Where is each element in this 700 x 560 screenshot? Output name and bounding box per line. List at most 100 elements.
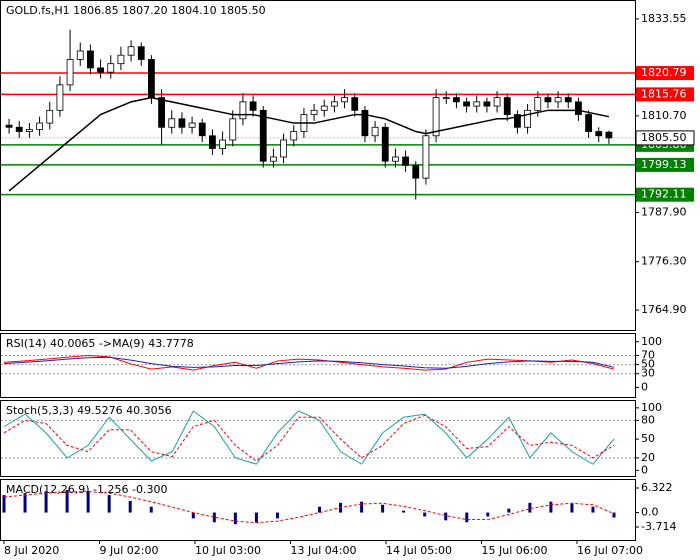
macd-bar	[549, 501, 553, 513]
candle-body	[148, 59, 155, 99]
x-tick-label: 10 Jul 03:00	[195, 544, 261, 557]
candle-body	[422, 135, 430, 179]
y-tick-label: 0	[641, 463, 648, 476]
x-tick-label: 14 Jul 05:00	[386, 544, 452, 557]
level-label-box	[636, 87, 694, 102]
candle-body	[127, 46, 135, 56]
last-price-box	[635, 130, 695, 146]
x-tick-label: 16 Jul 07:00	[577, 544, 643, 557]
macd-bar	[2, 495, 6, 513]
macd-bar	[275, 512, 279, 519]
candle-body	[26, 129, 33, 132]
candle-body	[554, 97, 562, 103]
y-tick-label: 0	[641, 380, 648, 393]
macd-bar	[212, 512, 216, 523]
indicator-line	[3, 414, 615, 462]
candle-body	[493, 97, 501, 107]
candle-body	[15, 126, 23, 132]
candle-body	[564, 97, 572, 103]
candle-body	[544, 97, 552, 103]
macd-bar	[318, 506, 322, 513]
candle-body	[188, 122, 196, 128]
candle-body	[605, 131, 613, 139]
main-panel	[0, 0, 636, 331]
macd-bar	[44, 491, 48, 513]
candle-body	[453, 97, 460, 103]
candle-body	[229, 118, 237, 141]
candle-body	[87, 50, 94, 69]
candle-body	[341, 97, 348, 103]
panel-title: RSI(14) 40.0065 ->MA(9) 43.7778	[6, 337, 194, 350]
candle-body	[361, 109, 369, 137]
candle-body	[66, 59, 74, 86]
macd-bar	[128, 500, 132, 513]
macd-panel	[0, 479, 636, 541]
macd-bar	[23, 493, 27, 513]
level-label: 1815.76	[641, 87, 687, 100]
y-tick-label: 1787.90	[641, 206, 687, 219]
y-tick-label: 70	[641, 348, 655, 361]
y-tick-label: 0.0	[641, 506, 659, 519]
candle-body	[198, 122, 206, 137]
level-label: 1792.11	[641, 188, 687, 201]
y-tick-label: 30	[641, 367, 655, 380]
x-tick-label: 8 Jul 2020	[4, 544, 59, 557]
candle-body	[209, 135, 216, 149]
indicator-line	[3, 410, 615, 465]
macd-bar	[107, 495, 111, 513]
candle-body	[158, 97, 165, 128]
x-tick-label: 15 Jul 06:00	[482, 544, 548, 557]
y-tick-label: 80	[641, 413, 655, 426]
macd-bar	[612, 512, 616, 518]
y-tick-label: 100	[641, 335, 662, 348]
macd-bar	[191, 512, 195, 519]
macd-bar	[507, 508, 511, 513]
last-price-label: 1805.50	[641, 131, 687, 144]
candle-body	[259, 109, 267, 162]
candle-body	[320, 105, 328, 111]
candle-body	[514, 114, 521, 128]
macd-bar	[528, 502, 532, 513]
macd-bar	[591, 506, 595, 513]
indicator-line	[3, 356, 615, 369]
level-label-box	[636, 187, 694, 202]
candle-body	[219, 139, 226, 149]
level-label-box	[636, 66, 694, 81]
candle-body	[270, 156, 277, 162]
y-tick-label: 1764.90	[641, 303, 687, 316]
x-tick-label: 9 Jul 02:00	[100, 544, 159, 557]
candle-body	[56, 84, 64, 111]
y-tick-label: 50	[641, 432, 655, 445]
y-tick-label: 1776.30	[641, 255, 687, 268]
candle-body	[392, 156, 399, 162]
candle-body	[310, 109, 318, 115]
y-tick-label: 6.322	[641, 481, 673, 494]
macd-bar	[254, 512, 258, 523]
candle-body	[381, 126, 389, 162]
y-tick-label: -3.714	[641, 520, 676, 533]
candle-body	[137, 46, 145, 60]
candle-body	[503, 97, 511, 115]
rsi-panel	[0, 333, 636, 398]
candle-body	[585, 114, 592, 132]
y-tick-label: 1810.70	[641, 109, 687, 122]
candle-body	[595, 131, 603, 137]
candle-body	[5, 124, 13, 128]
candle-body	[249, 101, 257, 111]
candle-body	[351, 97, 359, 111]
level-label-box	[636, 157, 694, 172]
macd-signal	[3, 491, 615, 524]
candle-body	[168, 118, 176, 128]
candle-body	[290, 131, 298, 141]
candle-body	[412, 165, 420, 179]
candle-body	[483, 101, 491, 107]
candle-body	[534, 97, 542, 111]
panel-title: GOLD.fs,H1 1806.85 1807.20 1804.10 1805.…	[6, 4, 266, 17]
panel-title: Stoch(5,3,3) 49.5276 40.3056	[6, 404, 172, 417]
moving-average	[8, 96, 610, 192]
candle-body	[107, 63, 115, 73]
y-tick-label: 100	[641, 401, 662, 414]
candle-body	[402, 156, 409, 166]
candle-body	[575, 101, 582, 115]
